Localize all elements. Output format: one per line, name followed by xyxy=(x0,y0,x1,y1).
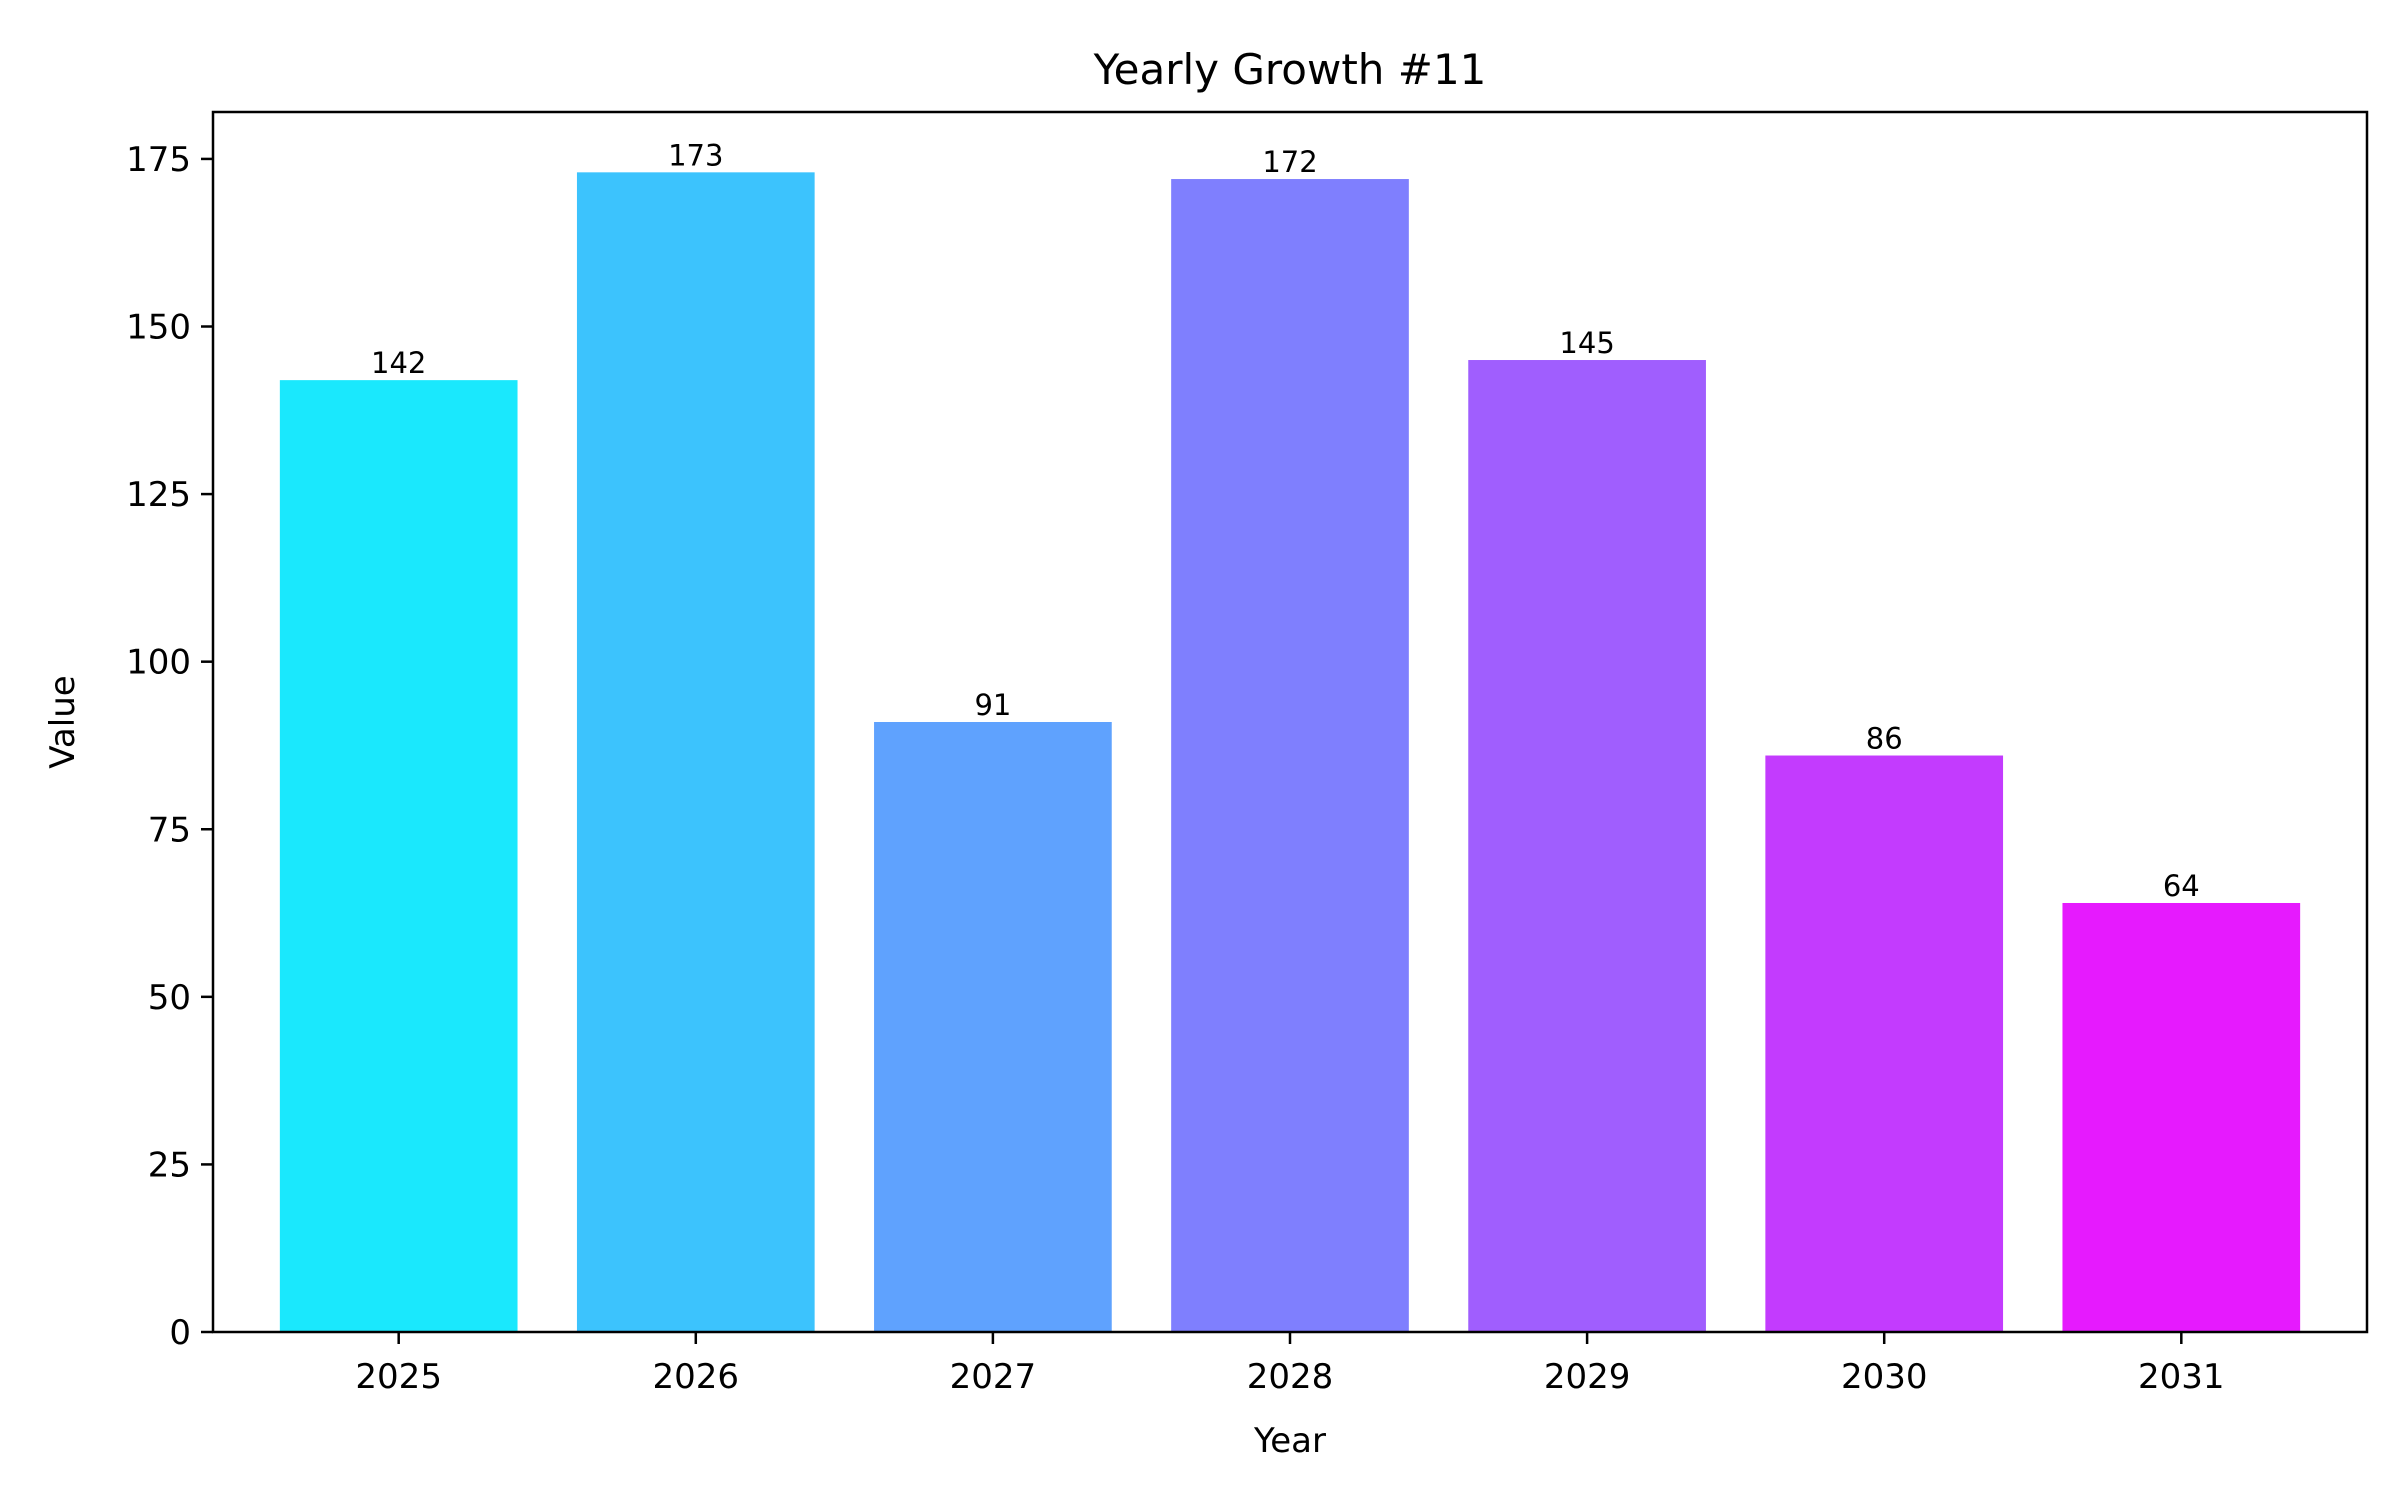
chart-title: Yearly Growth #11 xyxy=(1093,45,1487,94)
y-tick-label-100: 100 xyxy=(126,643,191,683)
data-labels-layer: 142 173 91 172 145 86 64 xyxy=(371,138,2200,903)
bar-2027 xyxy=(874,722,1112,1332)
bar-2030 xyxy=(1765,755,2004,1332)
bars-layer xyxy=(279,172,2301,1333)
y-tick-label-75: 75 xyxy=(148,810,191,850)
y-tick-label-125: 125 xyxy=(126,475,191,515)
y-tick-label-50: 50 xyxy=(148,978,191,1018)
y-tick-label-175: 175 xyxy=(126,140,191,180)
bar-2031 xyxy=(2062,902,2301,1332)
y-axis: 0 25 50 75 100 125 150 175 xyxy=(126,140,213,1353)
data-label-2026: 173 xyxy=(668,138,723,172)
x-axis: 2025 2026 2027 2028 2029 2030 2031 xyxy=(355,1332,2225,1397)
x-tick-label-2027: 2027 xyxy=(950,1357,1037,1397)
bar-2026 xyxy=(576,172,815,1332)
x-tick-label-2028: 2028 xyxy=(1247,1357,1334,1397)
x-axis-label: Year xyxy=(1253,1421,1326,1461)
data-label-2031: 64 xyxy=(2163,869,2200,903)
data-label-2029: 145 xyxy=(1559,326,1614,360)
bar-2025 xyxy=(279,380,518,1333)
data-label-2030: 86 xyxy=(1866,722,1903,756)
bar-2029 xyxy=(1468,360,1706,1332)
x-tick-label-2029: 2029 xyxy=(1544,1357,1631,1397)
x-tick-label-2031: 2031 xyxy=(2138,1357,2225,1397)
x-tick-label-2025: 2025 xyxy=(355,1357,442,1397)
y-axis-label: Value xyxy=(43,675,83,768)
y-tick-label-150: 150 xyxy=(126,308,191,348)
y-tick-label-25: 25 xyxy=(148,1145,191,1185)
x-tick-label-2026: 2026 xyxy=(653,1357,740,1397)
data-label-2025: 142 xyxy=(371,346,426,380)
data-label-2028: 172 xyxy=(1262,145,1317,179)
x-tick-label-2030: 2030 xyxy=(1841,1357,1928,1397)
y-tick-label-0: 0 xyxy=(169,1313,191,1353)
plot-frame xyxy=(211,110,2369,1334)
bar-2028 xyxy=(1171,179,1409,1333)
data-label-2027: 91 xyxy=(974,688,1011,722)
